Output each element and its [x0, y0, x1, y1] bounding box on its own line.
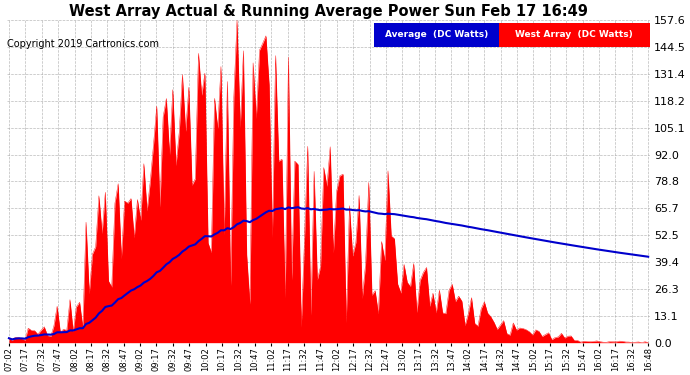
Text: Copyright 2019 Cartronics.com: Copyright 2019 Cartronics.com	[7, 39, 159, 50]
Title: West Array Actual & Running Average Power Sun Feb 17 16:49: West Array Actual & Running Average Powe…	[69, 4, 588, 19]
Text: Average  (DC Watts): Average (DC Watts)	[384, 30, 488, 39]
FancyBboxPatch shape	[373, 22, 500, 47]
Text: West Array  (DC Watts): West Array (DC Watts)	[515, 30, 633, 39]
FancyBboxPatch shape	[500, 22, 650, 47]
